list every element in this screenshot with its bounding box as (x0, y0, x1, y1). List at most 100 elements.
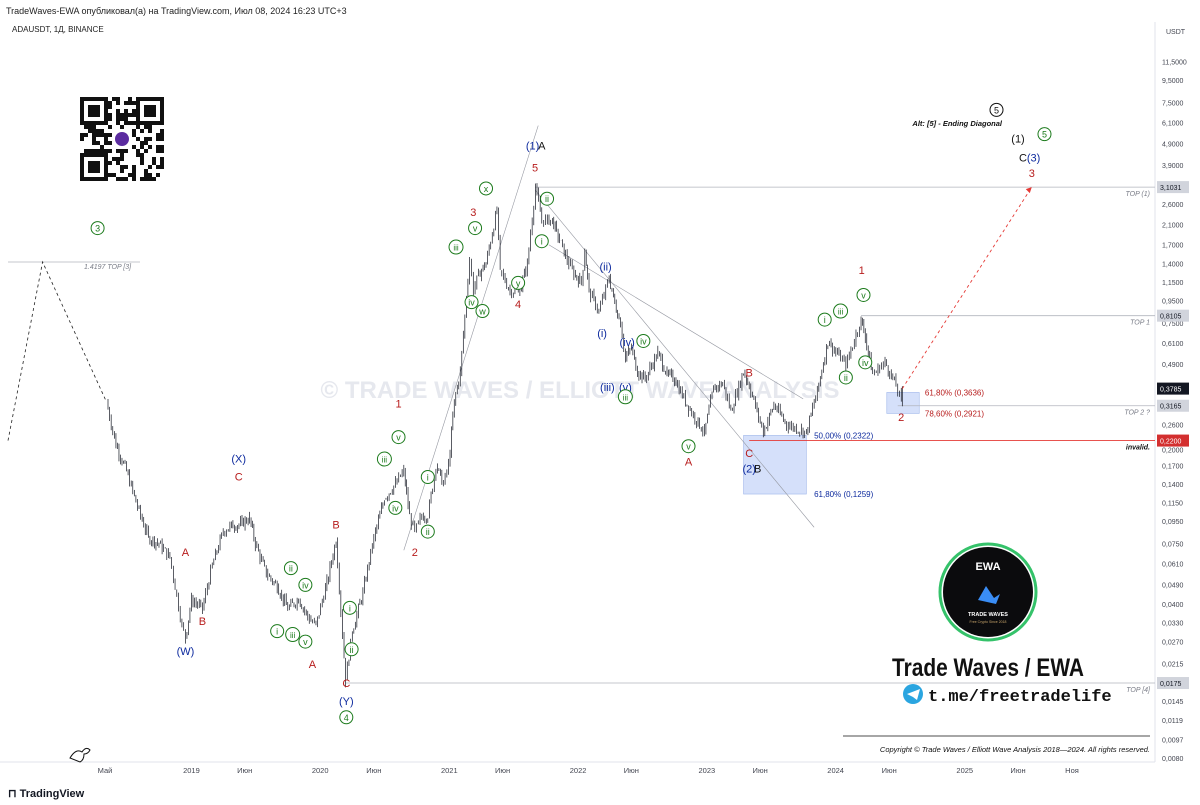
qr-module (92, 177, 96, 181)
qr-module (144, 177, 148, 181)
qr-module (96, 153, 100, 157)
wave-label: iv (468, 298, 475, 308)
x-tick-label: 2024 (827, 766, 844, 775)
qr-module (80, 113, 84, 117)
x-tick-label: 2023 (699, 766, 716, 775)
qr-module (152, 121, 156, 125)
wave-label-circle (90, 221, 105, 236)
qr-module (144, 137, 148, 141)
qr-module (84, 121, 88, 125)
wave-label-circle (388, 500, 403, 515)
qr-module (132, 129, 136, 133)
qr-module (120, 153, 124, 157)
qr-module (96, 161, 100, 165)
qr-module (140, 129, 144, 133)
wave-label: 3 (1029, 168, 1035, 180)
wave-label-circle (420, 470, 435, 485)
wave-label-circle (1037, 127, 1052, 142)
price-chart[interactable]: © TRADE WAVES / ELLIOTT WAVE ANALYSIS 61,… (0, 0, 1200, 783)
qr-module (80, 101, 84, 105)
price-tag-bg (1157, 309, 1189, 322)
qr-module (128, 101, 132, 105)
qr-module (148, 129, 152, 133)
qr-module (88, 177, 92, 181)
qr-module (148, 125, 152, 129)
y-tick-label: 0,0145 (1162, 699, 1184, 706)
ewa-badge-sub: TRADE WAVES (968, 612, 1008, 618)
wave-label: (Y) (339, 696, 354, 708)
qr-module (132, 165, 136, 169)
qr-module (112, 173, 116, 177)
qr-module (156, 165, 160, 169)
qr-module (148, 121, 152, 125)
qr-module (160, 113, 164, 117)
qr-module (104, 161, 108, 165)
ewa-badge-bird-icon (978, 586, 1000, 604)
wave-label: B (199, 616, 206, 628)
qr-module (160, 121, 164, 125)
wave-label: 2 (412, 547, 418, 559)
wave-label-circle (298, 577, 313, 592)
qr-module (104, 137, 108, 141)
qr-module (160, 117, 164, 121)
qr-module (156, 121, 160, 125)
qr-module (104, 173, 108, 177)
wave-label: i (427, 473, 429, 483)
qr-module (80, 137, 84, 141)
qr-module (132, 121, 136, 125)
qr-module (92, 165, 96, 169)
level-label: 1.4197 TOP [3] (84, 264, 132, 271)
wave-label: A (538, 140, 546, 152)
level-label: TOP 1 (1130, 320, 1150, 327)
qr-module (88, 169, 92, 173)
wave-label: (2) (742, 463, 755, 475)
wave-label: v (861, 290, 866, 300)
qr-module (144, 141, 148, 145)
qr-module (108, 173, 112, 177)
wave-label: 1 (395, 399, 401, 411)
wave-label: v (473, 224, 478, 234)
qr-module (140, 145, 144, 149)
fib-zone (886, 392, 920, 414)
y-tick-label: 0,0400 (1162, 602, 1184, 609)
wave-label: x (484, 184, 489, 194)
qr-module (124, 101, 128, 105)
y-tick-label: 0,7500 (1162, 321, 1184, 328)
qr-module (96, 133, 100, 137)
qr-module (80, 105, 84, 109)
qr-module (108, 133, 112, 137)
x-tick-label: 2020 (312, 766, 329, 775)
tradingview-logo[interactable]: ⊓ TradingView (8, 787, 84, 800)
y-tick-label: 11,5000 (1162, 60, 1187, 67)
qr-module (120, 125, 124, 129)
qr-module (104, 169, 108, 173)
qr-module (136, 125, 140, 129)
projection-arrowhead (1025, 187, 1032, 194)
qr-logo-icon (115, 132, 129, 146)
wave-label-circle (420, 524, 435, 539)
fib-upper-label: 61,80% (0,3636) (925, 388, 984, 397)
wave-label: 4 (344, 713, 349, 723)
wave-label: i (276, 627, 278, 637)
qr-module (80, 165, 84, 169)
qr-module (100, 145, 104, 149)
watermark-text: © TRADE WAVES / ELLIOTT WAVE ANALYSIS (320, 377, 839, 404)
qr-module (84, 153, 88, 157)
qr-module (108, 117, 112, 121)
qr-module (88, 105, 92, 109)
qr-module (152, 109, 156, 113)
wave-label: (1) (526, 140, 539, 152)
qr-module (136, 97, 140, 101)
wave-label: w (478, 307, 486, 317)
wave-label-circle (838, 370, 853, 385)
wave-label-circle (617, 389, 633, 405)
y-tick-label: 3,9000 (1162, 163, 1184, 170)
qr-module (124, 113, 128, 117)
x-tick-label: 2025 (956, 766, 973, 775)
qr-module (108, 161, 112, 165)
qr-module (116, 121, 120, 125)
qr-module (152, 97, 156, 101)
qr-module (100, 121, 104, 125)
wave-label-circle (475, 304, 490, 319)
qr-module (156, 145, 160, 149)
